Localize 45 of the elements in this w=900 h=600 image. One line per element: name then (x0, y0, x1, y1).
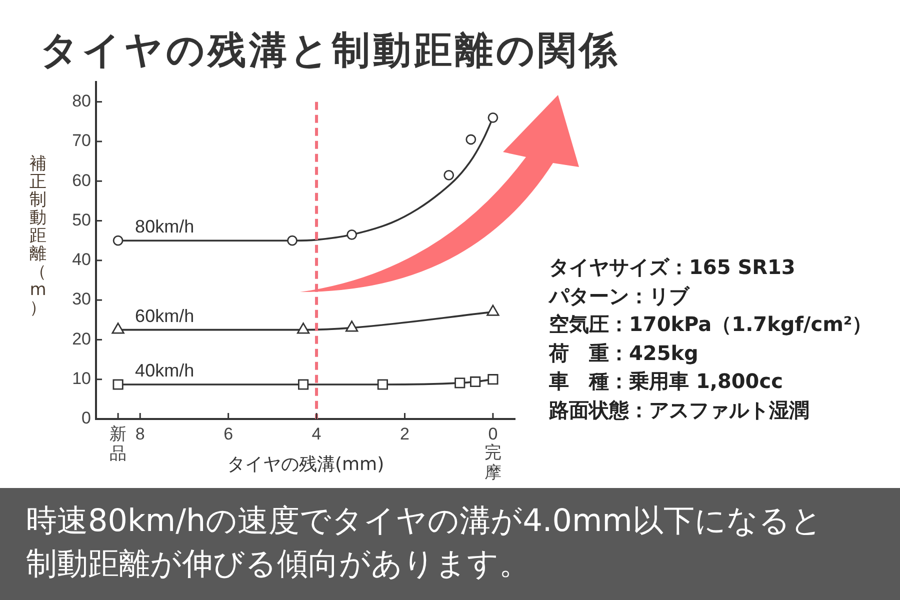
y-tick-label: 0 (82, 408, 91, 428)
point (112, 235, 124, 246)
y-tick-label: 20 (72, 329, 91, 348)
x-tick-label: 0 (488, 424, 498, 444)
chart-title: タイヤの残溝と制動距離の関係 (40, 27, 620, 74)
y-tick-label: 80 (72, 92, 91, 111)
text: タイヤサイズ：165 SR13 (549, 254, 796, 281)
x-tick-label: 4 (312, 424, 322, 444)
point (112, 379, 124, 390)
x-tick-label: 8 (135, 424, 145, 444)
point (486, 304, 500, 316)
point (112, 322, 124, 334)
text: 完摩 (484, 443, 502, 483)
point (377, 379, 388, 390)
point (298, 379, 309, 390)
x-tick-label: 2 (400, 424, 410, 444)
point (296, 322, 310, 334)
caption-panel: 時速80km/hの速度でタイヤの溝が4.0mm以下になると制動距離が伸びる傾向があります。 (0, 488, 900, 600)
text: 車 種：乗用車 1,800cc (549, 368, 784, 395)
y-tick-label: 30 (72, 290, 91, 309)
series-label: 60km/h (135, 306, 194, 326)
y-tick-label: 60 (72, 170, 91, 190)
point (287, 235, 298, 246)
point (444, 170, 454, 180)
text: 路面状態：アスファルト湿潤 (549, 396, 810, 424)
text: 補正制動距離（m） (30, 154, 46, 318)
point (488, 112, 498, 123)
point (466, 134, 476, 145)
point (345, 320, 358, 332)
y-tick-label: 40 (72, 250, 91, 270)
x-tick-label: 新品 (110, 424, 127, 464)
point (454, 378, 466, 388)
point (488, 374, 498, 385)
y-tick-label: 70 (72, 131, 91, 150)
x-tick-label: 6 (224, 424, 234, 444)
series-label: 80km/h (135, 216, 194, 237)
series-label: 40km/h (135, 360, 194, 380)
y-tick-label: 10 (72, 369, 91, 388)
text: 荷 重：425kg (549, 340, 700, 366)
y-tick-label: 50 (72, 210, 91, 230)
point (346, 229, 358, 240)
text: 空気圧：170kPa（1.7kgf/cm²） (549, 311, 872, 338)
point (470, 376, 481, 388)
text: パターン：リブ (549, 282, 691, 310)
x-axis-title: タイヤの残溝(mm) (227, 454, 384, 476)
